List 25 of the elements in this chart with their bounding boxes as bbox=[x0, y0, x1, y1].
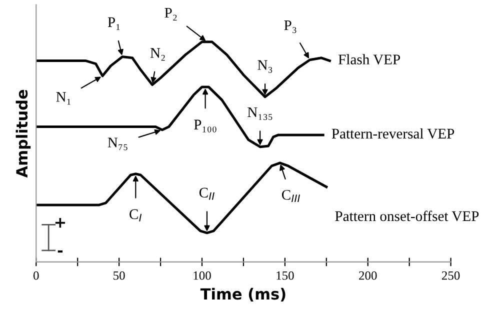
annotation: P₂ bbox=[164, 8, 177, 21]
annotation: C$_{I}$ bbox=[130, 209, 142, 222]
annotation: N₂ bbox=[150, 48, 165, 61]
x-axis-title: Time (ms) bbox=[200, 288, 286, 302]
series-label: Pattern onset-offset VEP bbox=[335, 210, 479, 222]
x-tick-label: 50 bbox=[114, 271, 125, 280]
annotation: C$_{II}$ bbox=[199, 188, 214, 200]
x-tick-label: 150 bbox=[276, 271, 294, 280]
x-tick-label: 100 bbox=[194, 271, 211, 280]
x-tick-label: 200 bbox=[359, 271, 377, 280]
annotation: C$_{III}$ bbox=[282, 190, 300, 202]
annotation: N₁ bbox=[56, 92, 70, 105]
y-axis-title: Amplitude bbox=[16, 90, 31, 178]
annotation: P₃ bbox=[284, 20, 296, 34]
annotation: N₁₃₅ bbox=[248, 107, 272, 120]
series-label: Pattern-reversal VEP bbox=[332, 128, 454, 139]
annotation: + bbox=[55, 218, 65, 228]
annotation: - bbox=[58, 250, 63, 253]
x-tick-label: 0 bbox=[33, 271, 39, 280]
annotation: P₁₀₀ bbox=[194, 120, 216, 132]
annotation: N₃ bbox=[258, 60, 272, 73]
x-tick-label: 250 bbox=[442, 271, 460, 280]
annotation: N₇₅ bbox=[108, 138, 128, 150]
annotation: P₁ bbox=[108, 17, 120, 30]
legend-label: Flash VEP bbox=[338, 54, 400, 64]
